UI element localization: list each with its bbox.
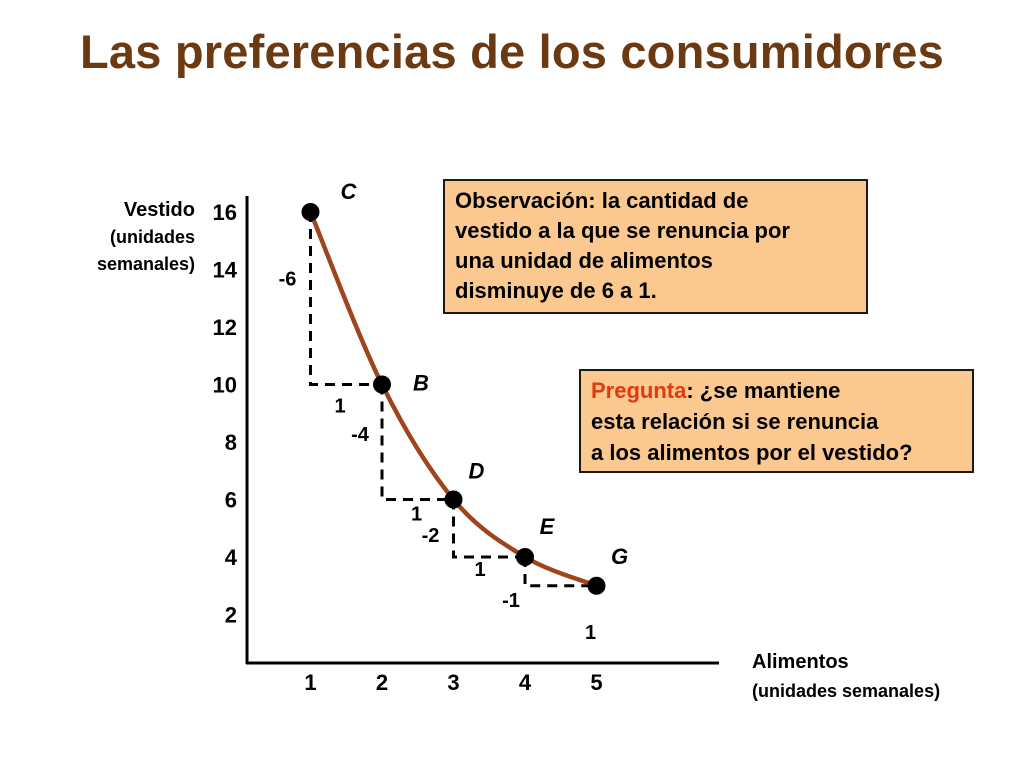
y-tick-label: 2 — [225, 603, 237, 628]
x-tick-label: 3 — [447, 670, 459, 695]
y-tick-label: 16 — [213, 200, 237, 225]
indifference-curve — [308, 209, 599, 588]
step-guide — [380, 384, 454, 501]
y-axis-label: (unidades — [110, 227, 195, 247]
point-label: C — [341, 179, 358, 204]
step-dx-label: 1 — [411, 504, 422, 526]
question-word: Pregunta — [591, 378, 687, 403]
point-label: B — [413, 371, 429, 396]
step-dy-label: -2 — [422, 525, 440, 547]
data-point — [587, 576, 606, 595]
observation-line: disminuye de 6 a 1. — [455, 278, 657, 303]
x-tick-label: 2 — [376, 670, 388, 695]
question-line: esta relación si se renuncia — [591, 409, 879, 434]
step-guide — [309, 212, 382, 386]
y-tick-label: 10 — [213, 373, 237, 398]
question-line: Pregunta: ¿se mantiene — [591, 375, 962, 406]
y-tick-label: 12 — [213, 315, 237, 340]
x-axis-label: Alimentos — [752, 651, 849, 673]
y-axis-label: semanales) — [97, 254, 195, 274]
y-tick-label: 14 — [213, 258, 238, 283]
question-line-text: : ¿se mantiene — [686, 378, 841, 403]
point-label: G — [611, 544, 628, 569]
y-axis-label: Vestido — [124, 199, 195, 221]
point-label: E — [540, 514, 556, 539]
data-point — [373, 375, 391, 394]
step-dy-label: -4 — [351, 424, 370, 446]
step-dy-label: -1 — [502, 590, 520, 612]
step-dx-label: 1 — [334, 396, 345, 418]
observation-note: Observación: la cantidad de vestido a la… — [443, 179, 868, 314]
observation-line: una unidad de alimentos — [455, 248, 713, 273]
data-point — [444, 490, 463, 509]
page-title: Las preferencias de los consumidores — [80, 25, 944, 78]
question-line: a los alimentos por el vestido? — [591, 440, 913, 465]
y-tick-label: 4 — [225, 545, 238, 570]
y-tick-label: 6 — [225, 488, 237, 513]
x-tick-label: 1 — [304, 670, 316, 695]
point-label: D — [469, 459, 485, 484]
observation-line: vestido a la que se renuncia por — [455, 218, 790, 243]
step-dy-label: -6 — [279, 269, 297, 291]
observation-line: Observación: la cantidad de — [455, 188, 749, 213]
x-tick-label: 5 — [590, 670, 602, 695]
data-point — [301, 203, 320, 221]
step-dx-label: 1 — [585, 622, 596, 644]
y-tick-label: 8 — [225, 430, 237, 455]
x-tick-label: 4 — [519, 670, 532, 695]
data-point — [516, 548, 534, 566]
step-dx-label: 1 — [474, 559, 485, 581]
step-guide — [452, 499, 525, 559]
question-note: Pregunta: ¿se mantiene esta relación si … — [579, 369, 974, 473]
x-axis-label: (unidades semanales) — [752, 681, 940, 701]
step-guide — [523, 557, 597, 588]
